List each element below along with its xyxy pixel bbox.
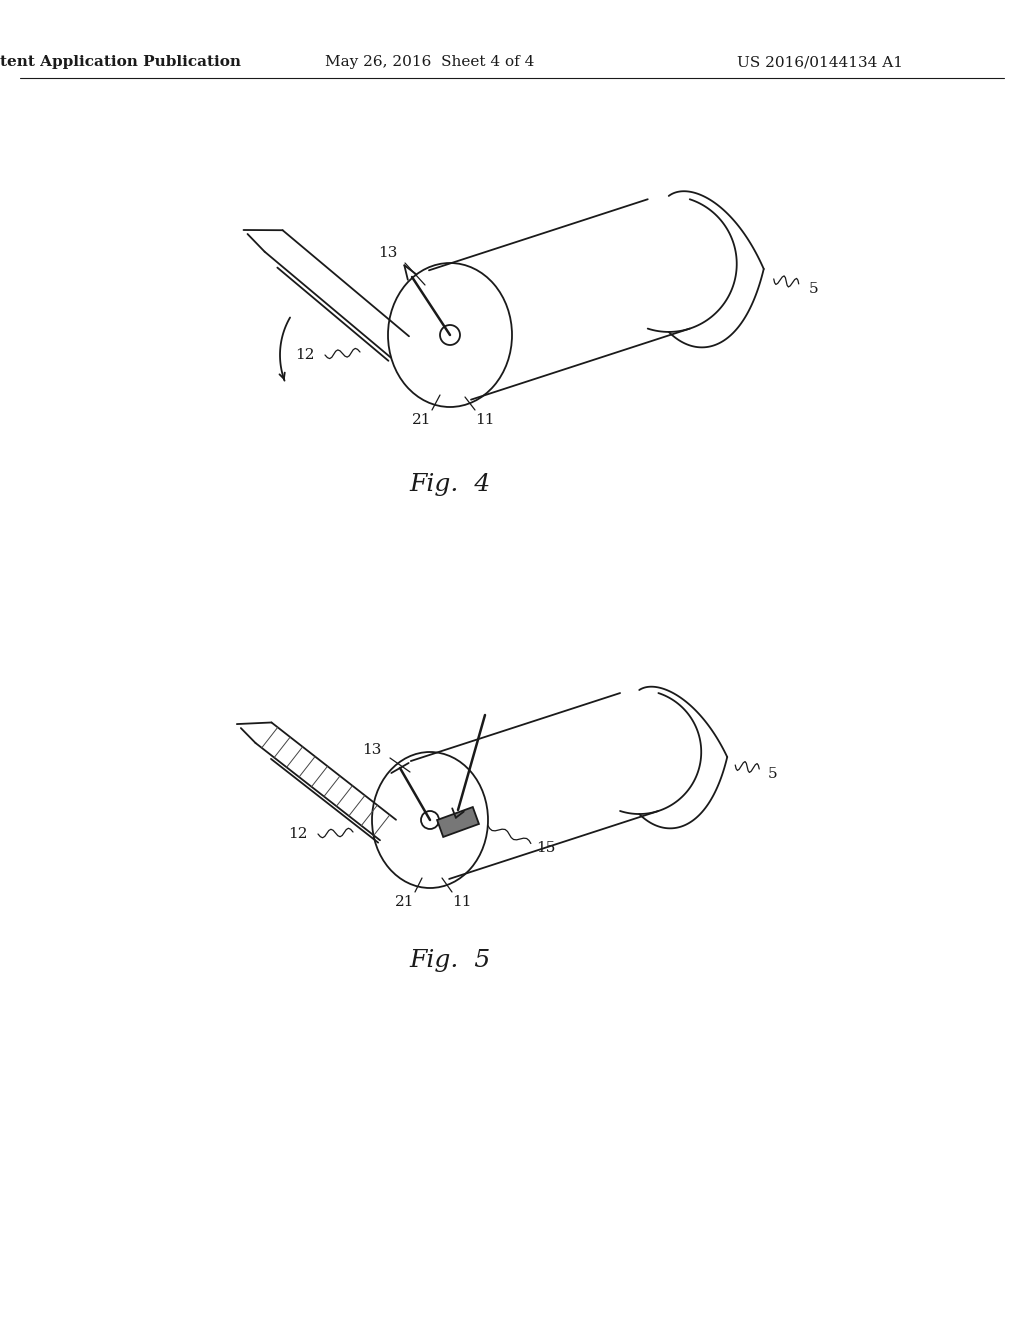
Polygon shape <box>437 807 479 837</box>
Text: 5: 5 <box>809 282 818 296</box>
Text: 21: 21 <box>395 895 415 909</box>
Text: 13: 13 <box>378 246 397 260</box>
Text: 12: 12 <box>295 348 314 362</box>
Text: Fig.  4: Fig. 4 <box>410 474 490 496</box>
Text: 12: 12 <box>288 828 308 841</box>
Text: 21: 21 <box>413 413 432 426</box>
Text: 11: 11 <box>453 895 472 909</box>
Text: 11: 11 <box>475 413 495 426</box>
Text: May 26, 2016  Sheet 4 of 4: May 26, 2016 Sheet 4 of 4 <box>326 55 535 69</box>
Text: 15: 15 <box>537 841 556 854</box>
Text: Patent Application Publication: Patent Application Publication <box>0 55 241 69</box>
Text: 13: 13 <box>362 743 382 756</box>
Text: 5: 5 <box>767 767 777 781</box>
Text: Fig.  5: Fig. 5 <box>410 949 490 972</box>
Text: US 2016/0144134 A1: US 2016/0144134 A1 <box>737 55 903 69</box>
